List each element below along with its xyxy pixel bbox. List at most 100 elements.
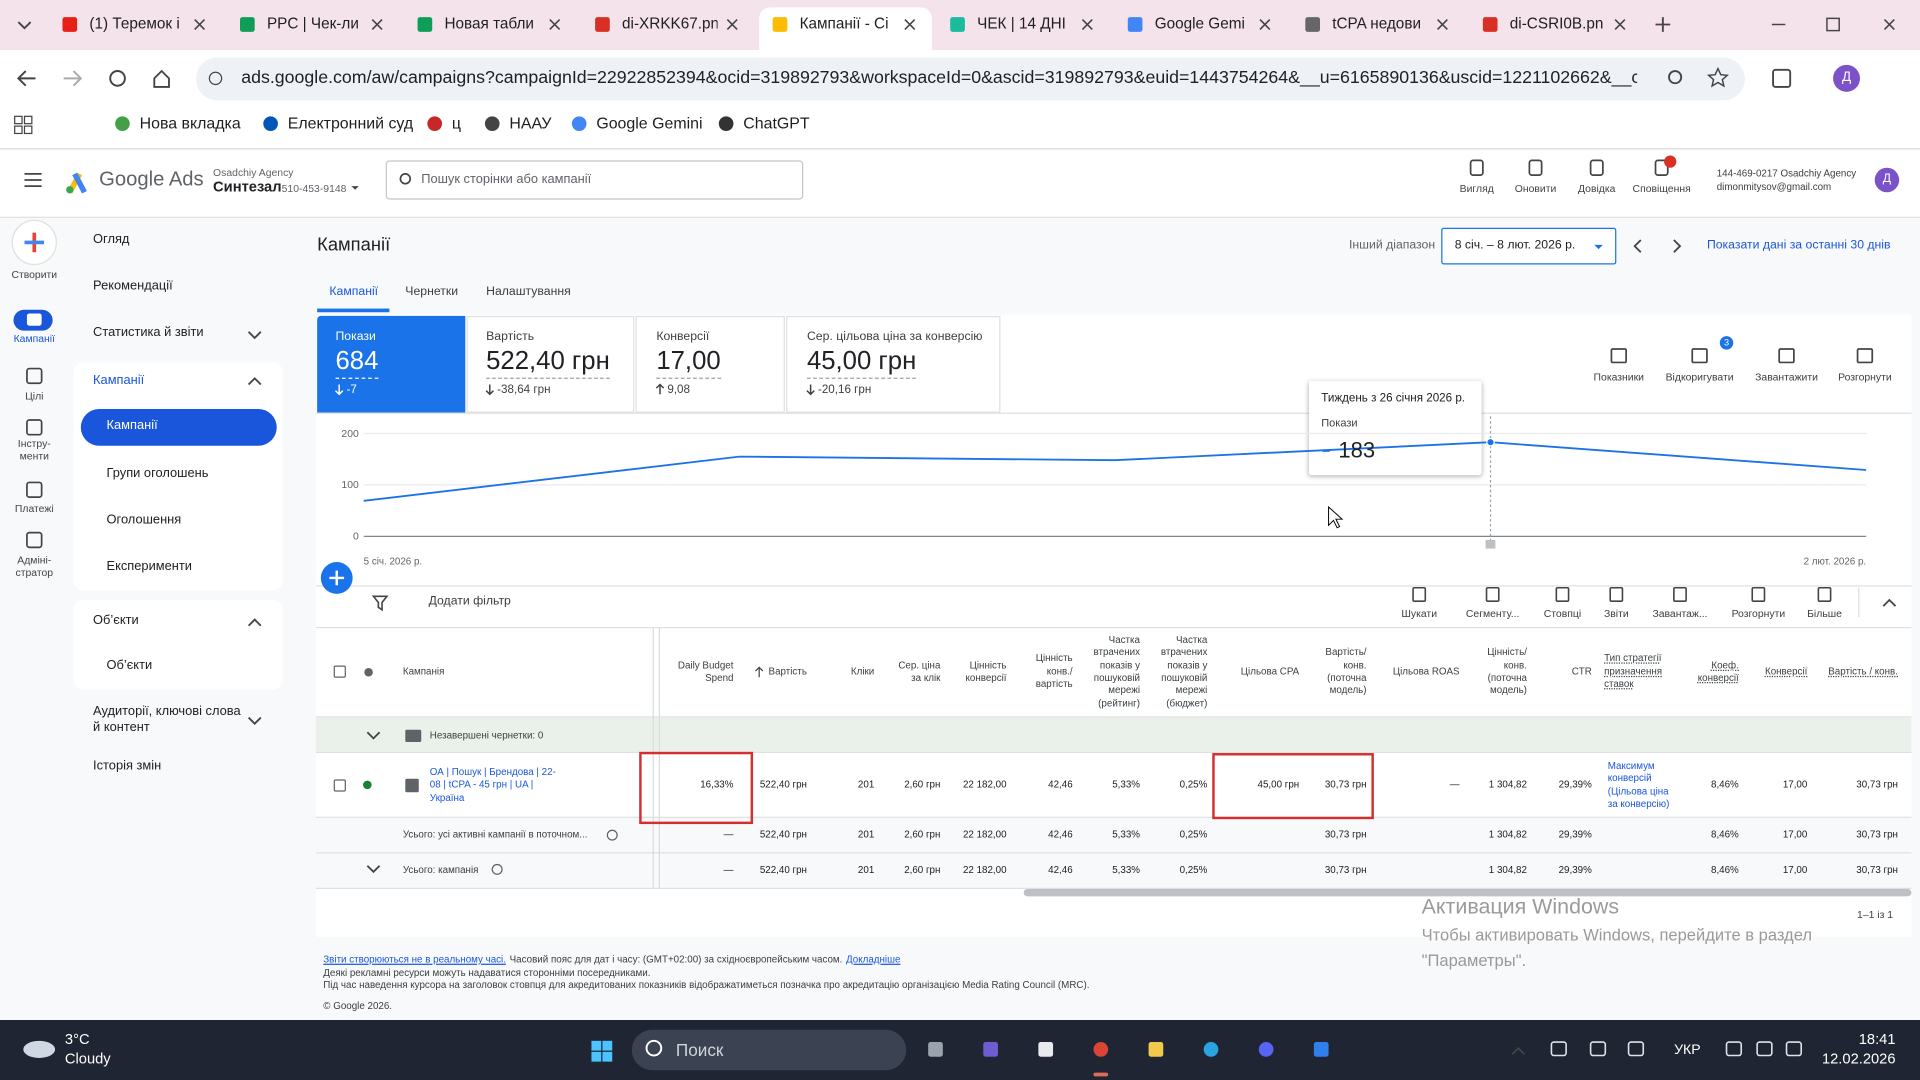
table-tool[interactable]: Стовпці [1543, 606, 1582, 620]
column-header[interactable]: CTR [1571, 665, 1592, 677]
browser-tab[interactable]: di-XRKK67.pn [622, 14, 718, 33]
url[interactable]: ads.google.com/aw/campaigns?campaignId=2… [241, 68, 1638, 89]
bookmark[interactable]: НААУ [509, 113, 552, 133]
rail-item[interactable]: Інстру- менти [17, 437, 51, 462]
bookmark[interactable]: Нова вкладка [139, 113, 241, 133]
column-header[interactable]: Коеф. конверсії [1697, 659, 1739, 684]
metric-card[interactable] [466, 315, 635, 413]
page-tab[interactable]: Кампанії [329, 285, 379, 299]
header-tool[interactable]: Вигляд [1459, 182, 1494, 195]
header-tool[interactable]: Довідка [1578, 182, 1616, 195]
nav-item[interactable]: Огляд [93, 231, 130, 247]
bookmark[interactable]: Google Gemini [596, 113, 703, 133]
chart-tool[interactable]: Завантажити [1755, 370, 1818, 383]
nav-item[interactable]: Об’єкти [93, 612, 139, 628]
nav-item[interactable]: Аудиторії, ключові слова й контент [93, 703, 241, 735]
column-header[interactable]: Цінність конв./ вартість [1035, 653, 1073, 690]
column-header[interactable]: Daily Budget Spend [677, 659, 734, 684]
table-tool[interactable]: Сегменту... [1465, 606, 1520, 620]
table-tool[interactable]: Завантаж... [1652, 606, 1708, 620]
table-tool[interactable]: Більше [1807, 606, 1842, 620]
active-tab[interactable] [759, 7, 932, 52]
date-range[interactable]: 8 січ. – 8 лют. 2026 р. [1454, 238, 1576, 252]
taskbar-search-text[interactable]: Поиск [675, 1039, 724, 1060]
chart-tool[interactable]: Показники [1593, 370, 1644, 383]
browser-tab[interactable]: PPC | Чек-ли [266, 14, 359, 33]
bookmark[interactable]: ChatGPT [743, 113, 810, 133]
rail-item[interactable]: Адміні- стратор [15, 553, 54, 578]
manager-account[interactable]: Osadchiy Agency [213, 166, 294, 179]
chart-tool[interactable]: Розгорнути [1838, 370, 1892, 383]
column-header[interactable]: Вартість/ конв. (поточна модель) [1325, 646, 1367, 696]
browser-tab[interactable]: Google Gemi [1154, 14, 1245, 33]
nav-item[interactable]: Об’єкти [106, 658, 153, 673]
browser-tab[interactable]: ЧЕК | 14 ДНІ [977, 14, 1066, 33]
column-header[interactable]: Тип стратегії призначення ставок [1604, 653, 1663, 690]
column-header[interactable]: Вартість / конв. [1828, 665, 1898, 677]
column-header[interactable]: Кліки [850, 665, 875, 677]
column-header[interactable]: Цільова ROAS [1392, 665, 1460, 677]
column-header[interactable]: Цінність конверсії [965, 659, 1007, 684]
range-box[interactable] [1441, 227, 1617, 265]
last-30-link[interactable]: Показати дані за останні 30 днів [1706, 238, 1891, 252]
table-tool[interactable]: Звіти [1603, 606, 1629, 620]
search-placeholder[interactable]: Пошук сторінки або кампанії [421, 171, 592, 187]
browser-tab[interactable]: Кампанії - Сі [799, 14, 889, 33]
browser-tab[interactable]: Новая табли [444, 14, 534, 33]
column-header[interactable]: Вартість [768, 665, 807, 677]
metric-card[interactable] [786, 315, 1001, 413]
column-header[interactable]: Сер. ціна за клік [898, 659, 941, 684]
nav-item[interactable]: Рекомендації [93, 278, 173, 294]
metric-label[interactable]: Конверсії [656, 330, 710, 344]
column-header[interactable]: Цінність/ конв. (поточна модель) [1487, 646, 1527, 696]
browser-tab[interactable]: (1) Теремок і [89, 14, 180, 33]
browser-tab[interactable]: tCPA недови [1332, 14, 1422, 33]
page-tab[interactable]: Налаштування [486, 285, 571, 299]
column-header[interactable]: Кампанія [402, 665, 445, 677]
search-box[interactable] [385, 160, 804, 200]
nav-active[interactable] [80, 408, 277, 446]
header-tool[interactable]: Оновити [1514, 182, 1557, 195]
nav-item[interactable]: Історія змін [93, 758, 162, 774]
nav-item[interactable]: Оголошення [106, 512, 182, 528]
chart-tool[interactable]: Відкоригувати [1665, 370, 1734, 383]
header-tool[interactable]: Сповіщення [1632, 182, 1691, 195]
metric-label[interactable]: Сер. цільова ціна за конверсію [806, 330, 983, 344]
footer-link[interactable]: Звіти створюються не в реальному часі. [323, 953, 506, 965]
rail-item[interactable]: Кампанії [13, 331, 55, 345]
user-initial[interactable]: Д [1882, 172, 1892, 186]
table-tool[interactable]: Розгорнути [1731, 606, 1786, 620]
metric-label[interactable]: Покази [335, 330, 376, 344]
nav-item[interactable]: Кампанії [106, 418, 158, 433]
account-name[interactable]: Синтезал [213, 178, 282, 196]
nav-item[interactable]: Кампанії [93, 372, 145, 388]
address-bar[interactable] [195, 57, 1745, 101]
column-header[interactable]: Частка втрачених показів у пошуковій мер… [1160, 634, 1208, 709]
add-filter[interactable]: Додати фільтр [428, 594, 511, 609]
profile-initial[interactable]: Д [1841, 69, 1852, 85]
metric-card[interactable] [635, 315, 785, 413]
metric-card[interactable] [317, 315, 466, 413]
bookmark[interactable]: Електронний суд [287, 113, 414, 133]
nav-item[interactable]: Експерименти [106, 558, 192, 574]
page-tab[interactable]: Чернетки [405, 285, 459, 299]
browser-tab[interactable]: di-CSRI0B.pn [1509, 14, 1604, 33]
metric-label[interactable]: Вартість [486, 330, 535, 344]
campaign-row[interactable] [315, 753, 1912, 818]
draft-row[interactable] [315, 717, 1912, 754]
rail-item[interactable]: Платежі [14, 502, 54, 515]
nav-item[interactable]: Статистика й звіти [93, 325, 204, 340]
nav-item[interactable]: Групи оголошень [106, 465, 209, 481]
column-header[interactable]: Цільова CPA [1240, 665, 1300, 677]
column-header[interactable]: Конверсії [1764, 665, 1808, 677]
rail-item[interactable]: Цілі [25, 389, 44, 402]
scrollbar[interactable] [1023, 888, 1912, 897]
bid-strategy[interactable]: Максимум конверсій (Цільова ціна за конв… [1607, 760, 1670, 810]
table-tool[interactable]: Шукати [1401, 606, 1438, 620]
rail-item[interactable]: Створити [11, 268, 58, 281]
column-header[interactable]: Частка втрачених показів у пошуковій мер… [1093, 634, 1140, 709]
taskbar-search[interactable] [631, 1029, 907, 1071]
language[interactable]: УКР [1674, 1043, 1701, 1058]
bookmark[interactable]: ц [451, 113, 461, 133]
footer-link[interactable]: Докладніше [846, 953, 901, 965]
